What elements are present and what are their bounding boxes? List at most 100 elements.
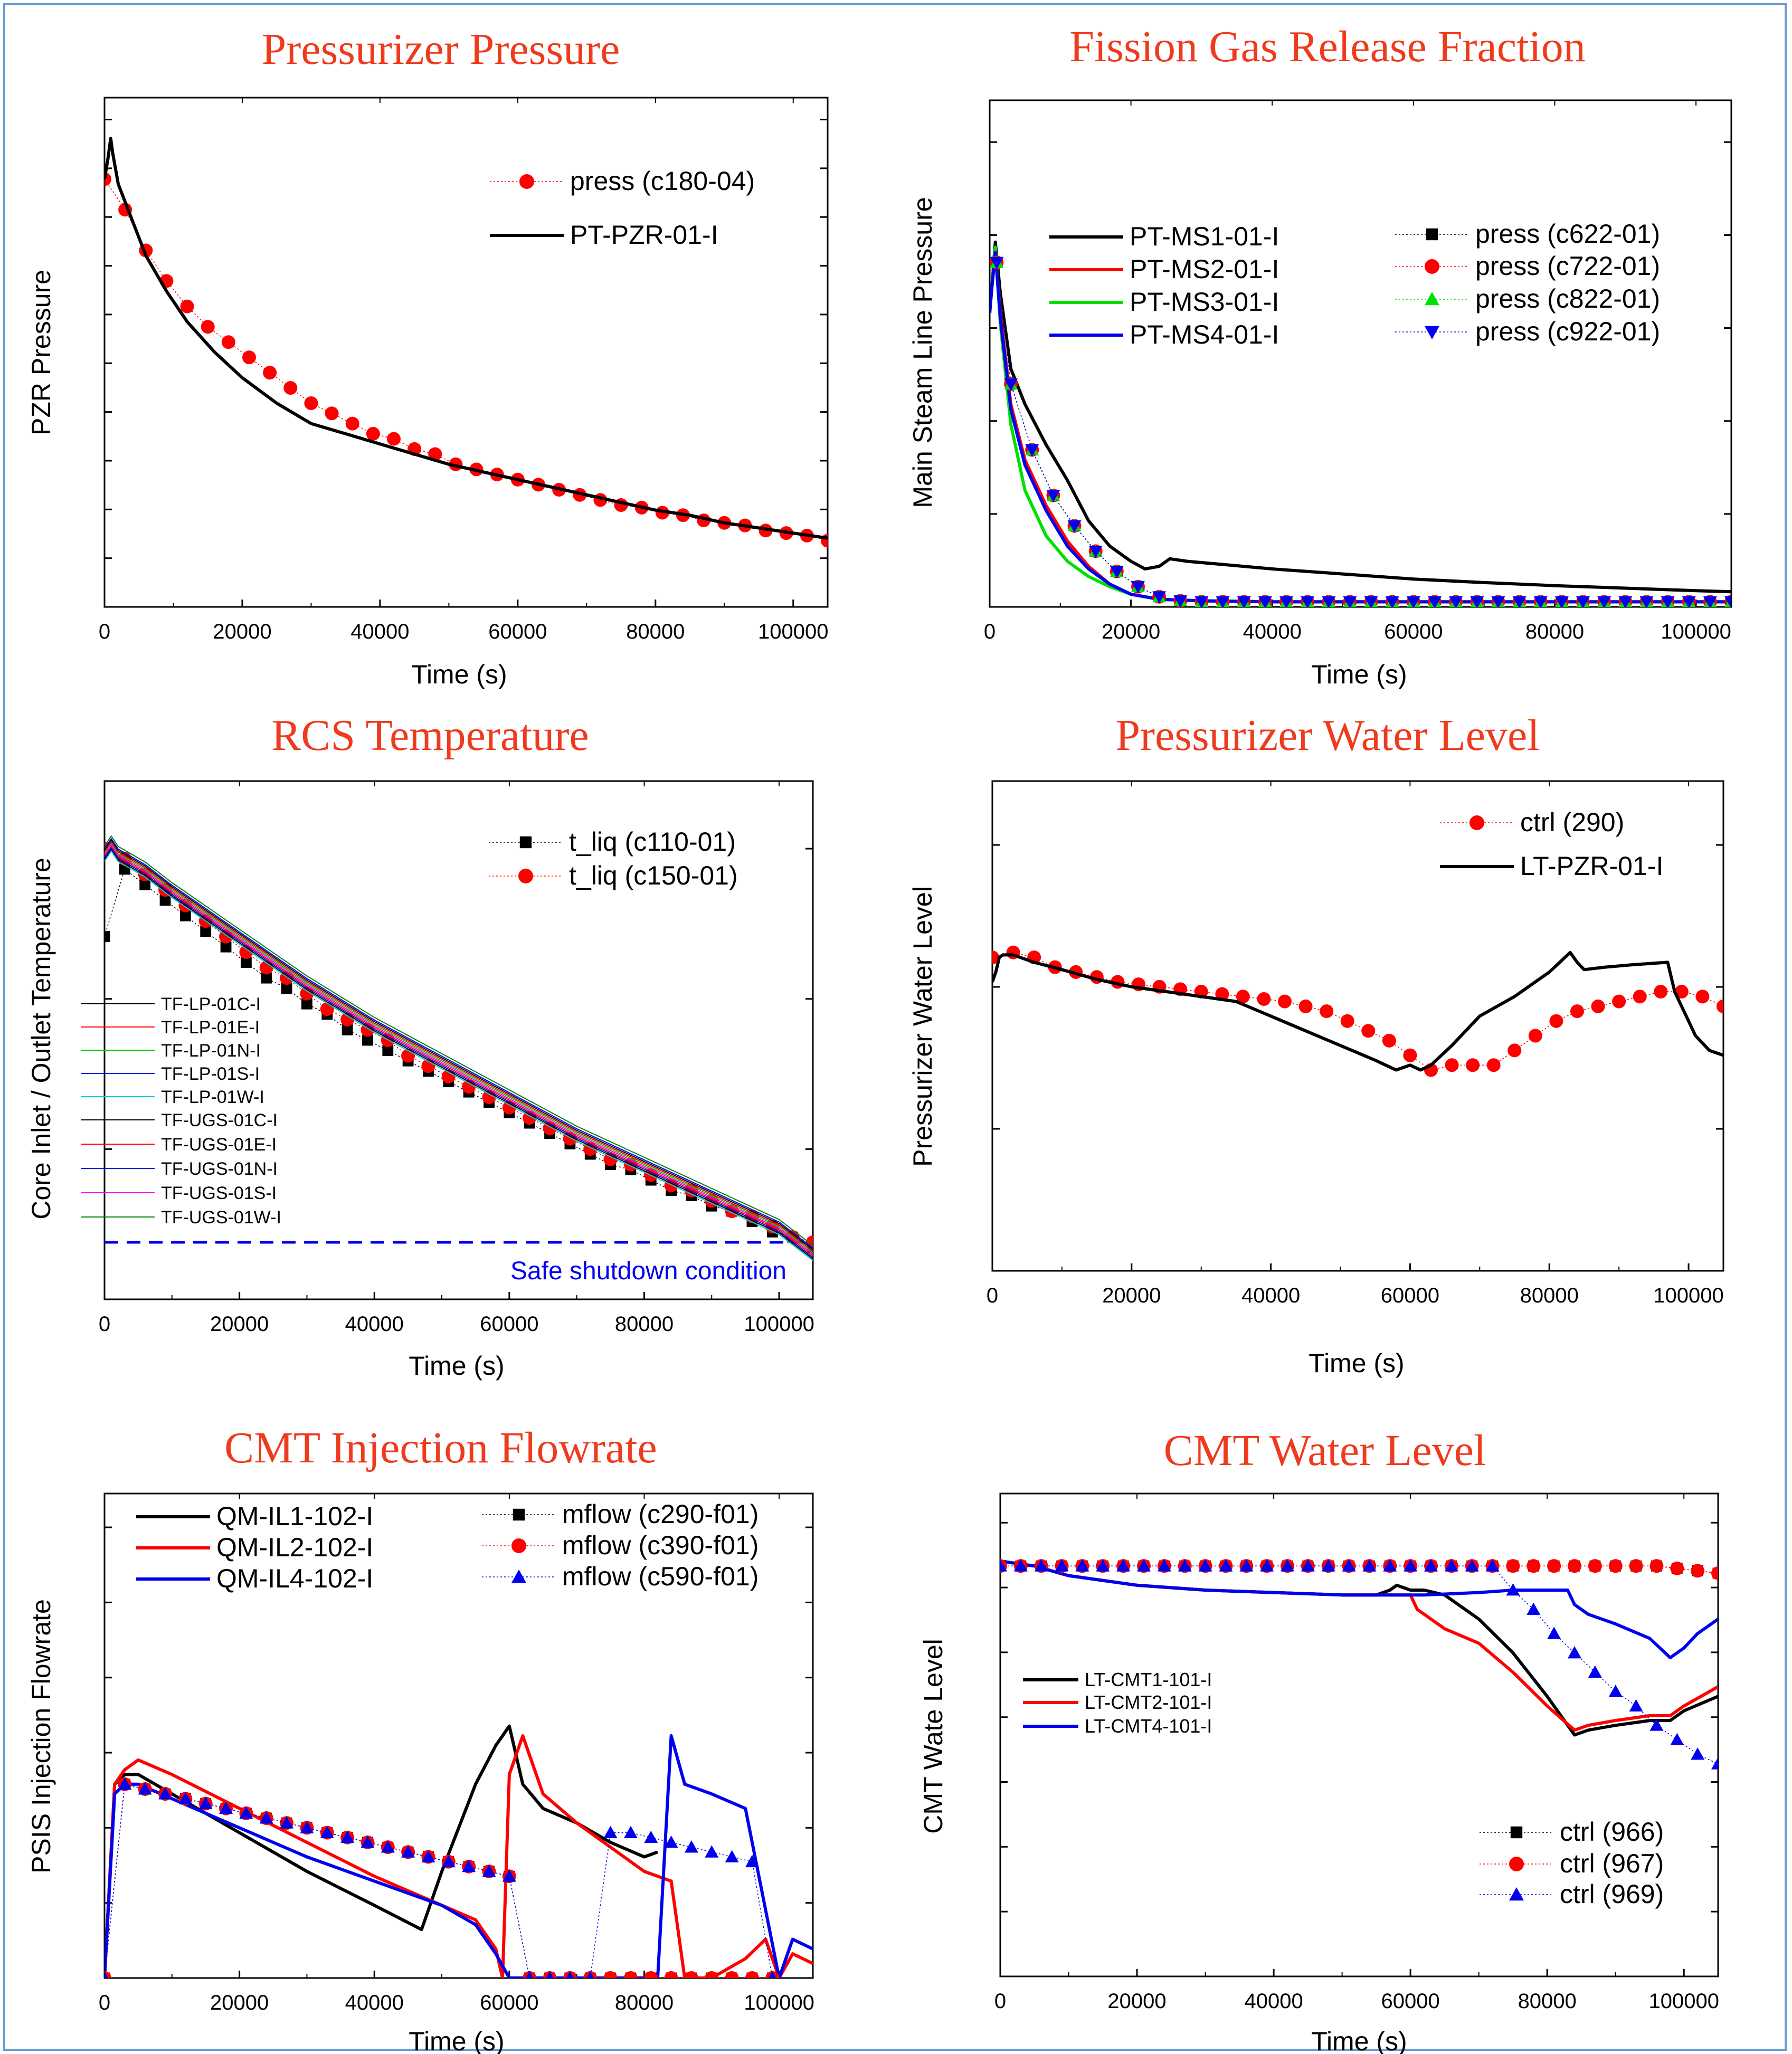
data-point: [300, 1821, 314, 1833]
x-tick-label: 40000: [1241, 1284, 1300, 1307]
data-point: [1343, 596, 1357, 607]
data-point: [105, 1971, 109, 1978]
data-point: [1110, 566, 1124, 578]
data-point: [219, 1801, 233, 1814]
data-point: [1075, 1559, 1089, 1572]
plot-frame: [103, 97, 829, 608]
data-point: [382, 1045, 394, 1057]
legend-entry: t_liq (c110-01): [489, 827, 736, 857]
data-point: [769, 1971, 776, 1978]
legend-entry: QM-IL2-102-I: [136, 1533, 373, 1562]
data-point: [179, 910, 191, 921]
data-point: [342, 1024, 353, 1035]
data-point: [1137, 1559, 1151, 1572]
data-point: [198, 1796, 213, 1809]
legend-label: TF-LP-01N-I: [161, 1041, 261, 1061]
plot-area: [105, 1724, 813, 1978]
data-point: [1568, 1559, 1581, 1573]
legend-marker: [1425, 259, 1439, 274]
legend-entry: TF-LP-01N-I: [81, 1041, 261, 1061]
data-point: [664, 1971, 678, 1978]
title-pressurizer-pressure: Pressurizer Pressure: [261, 25, 620, 74]
legend-label: QM-IL2-102-I: [216, 1533, 373, 1562]
data-point: [705, 1971, 719, 1978]
series-line: [105, 839, 813, 1250]
legend-marker: [1509, 1887, 1524, 1901]
data-point: [1424, 1559, 1438, 1572]
legend-entry: press (c180-04): [490, 166, 755, 196]
data-point: [1633, 990, 1647, 1004]
data-point: [1444, 1559, 1458, 1572]
data-point: [1465, 1559, 1479, 1572]
data-point: [1682, 596, 1696, 607]
legend-label: TF-LP-01C-I: [161, 994, 261, 1014]
legend-entry: QM-IL1-102-I: [136, 1501, 373, 1531]
data-point: [1449, 596, 1463, 607]
x-tick-label: 0: [99, 1991, 110, 2014]
legend-marker: [519, 174, 534, 189]
legend-entry: press (c822-01): [1395, 284, 1660, 313]
legend-entry: mflow (c590-f01): [482, 1562, 758, 1591]
x-tick-label: 100000: [1653, 1284, 1723, 1307]
x-tick-label: 40000: [345, 1313, 404, 1336]
data-point: [1055, 1559, 1069, 1572]
data-point: [1547, 1559, 1561, 1573]
data-point: [705, 1845, 719, 1858]
plot-p4: 0 20000 40000 60000 80000 100000 Time (s) Press…: [908, 780, 1724, 1378]
data-point: [1257, 992, 1271, 1006]
x-tick-label: 20000: [1107, 1990, 1166, 2013]
x-axis-label: Time (s): [409, 2027, 504, 2054]
data-point: [1629, 1699, 1643, 1711]
data-point: [1342, 1559, 1356, 1572]
data-point: [1385, 596, 1399, 607]
data-point: [362, 1034, 373, 1046]
data-point: [139, 879, 151, 890]
data-point: [1691, 1564, 1705, 1578]
data-point: [1703, 596, 1717, 607]
data-point: [320, 1825, 334, 1838]
data-point: [1046, 490, 1060, 502]
legend-label: TF-UGS-01S-I: [161, 1183, 277, 1203]
data-point: [221, 335, 235, 349]
data-point: [623, 1825, 638, 1838]
data-point: [220, 941, 232, 953]
legend-entry: PT-MS2-01-I: [1049, 254, 1279, 284]
legend-entry: mflow (c390-f01): [482, 1530, 758, 1560]
legend-entry: ctrl (967): [1480, 1849, 1664, 1878]
data-point: [1547, 1627, 1561, 1639]
legend-label: PT-MS2-01-I: [1130, 254, 1279, 284]
data-point: [180, 299, 194, 313]
data-point: [1013, 1559, 1028, 1572]
data-point: [1506, 1559, 1520, 1573]
data-point: [1279, 596, 1293, 607]
data-point: [1216, 596, 1230, 607]
series-line: [105, 835, 813, 1246]
data-point: [1157, 1559, 1171, 1572]
data-point: [644, 1830, 658, 1843]
x-tick-label: 20000: [1102, 620, 1160, 643]
data-point: [138, 1782, 152, 1795]
x-tick-label: 60000: [1381, 1284, 1439, 1307]
data-point: [1549, 1014, 1563, 1028]
data-point: [200, 926, 212, 937]
data-point: [1152, 591, 1167, 604]
data-point: [340, 1830, 355, 1843]
data-point: [1322, 596, 1336, 607]
data-point: [1000, 1559, 1007, 1572]
plot-area: [992, 945, 1723, 1077]
legend-marker: [511, 1538, 526, 1553]
data-point: [1506, 1583, 1520, 1596]
data-point: [280, 1816, 294, 1829]
y-axis-label: PZR Pressure: [26, 270, 56, 435]
legend-label: ctrl (967): [1560, 1849, 1664, 1878]
series-line: [992, 950, 1723, 1072]
series-line: [105, 838, 813, 1249]
legend-label: press (c922-01): [1475, 317, 1660, 346]
plot-p5: 0 20000 40000 60000 80000 100000 Time (s) PSIS …: [26, 1492, 814, 2054]
legend-label: LT-CMT1-101-I: [1085, 1669, 1212, 1690]
legend-entry: TF-LP-01W-I: [81, 1087, 264, 1107]
data-point: [1116, 1559, 1131, 1572]
plot-p6: 0 20000 40000 60000 80000 100000 Time (s) CMT W…: [918, 1492, 1719, 2054]
x-tick-label: 20000: [210, 1991, 269, 2014]
data-point: [644, 1971, 658, 1978]
